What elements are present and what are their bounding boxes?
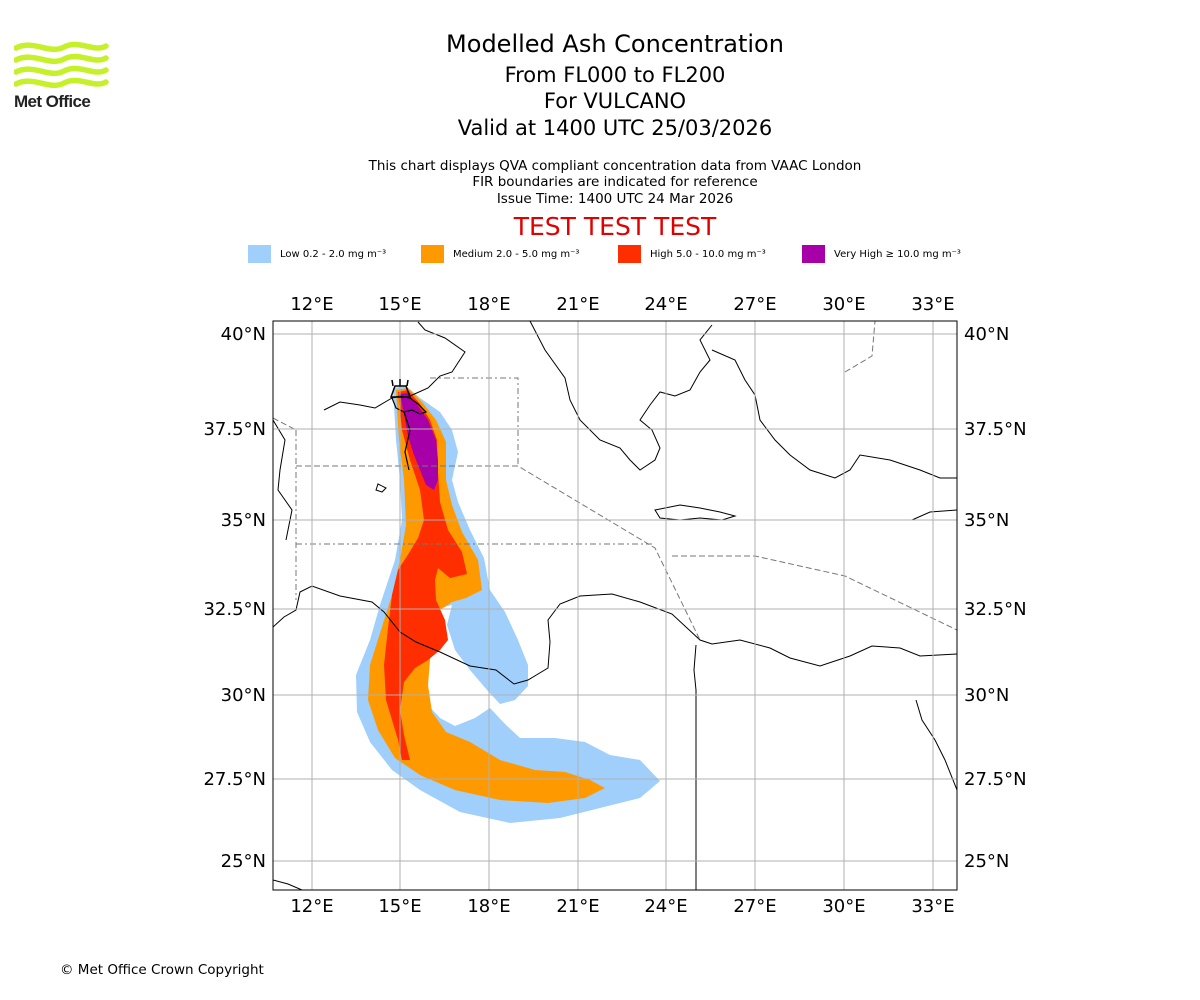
legend-item-medium: Medium 2.0 - 5.0 mg m⁻³ <box>421 244 579 264</box>
lon-ticks-top: 12°E 15°E 18°E 21°E 24°E 27°E 30°E 33°E <box>290 294 954 315</box>
lon-tick-top: 30°E <box>822 294 865 315</box>
lat-tick-left: 32.5°N <box>203 599 266 620</box>
chart-title: Modelled Ash Concentration <box>446 30 784 58</box>
lat-tick-right: 35°N <box>964 510 1009 531</box>
fir-boundaries <box>273 321 957 641</box>
lon-tick-top: 21°E <box>556 294 599 315</box>
lat-tick-right: 37.5°N <box>964 419 1027 440</box>
lon-tick-top: 18°E <box>467 294 510 315</box>
lon-tick-top: 15°E <box>378 294 421 315</box>
lon-tick-top: 24°E <box>644 294 687 315</box>
lat-tick-left: 40°N <box>221 324 266 345</box>
lat-ticks-left: 40°N 37.5°N 35°N 32.5°N 30°N 27.5°N 25°N <box>203 324 266 872</box>
lat-tick-right: 32.5°N <box>964 599 1027 620</box>
lat-ticks-right: 40°N 37.5°N 35°N 32.5°N 30°N 27.5°N 25°N <box>964 324 1027 872</box>
lon-tick-bottom: 21°E <box>556 896 599 917</box>
lon-tick-top: 33°E <box>911 294 954 315</box>
lon-tick-bottom: 15°E <box>378 896 421 917</box>
legend-swatch-very-high <box>802 245 825 263</box>
legend-item-high: High 5.0 - 10.0 mg m⁻³ <box>618 244 766 264</box>
lon-tick-top: 12°E <box>290 294 333 315</box>
issue-time: Issue Time: 1400 UTC 24 Mar 2026 <box>496 191 734 207</box>
lon-ticks-bottom: 12°E 15°E 18°E 21°E 24°E 27°E 30°E 33°E <box>290 896 954 917</box>
volcano-marker-icon <box>389 379 412 398</box>
lat-tick-left: 35°N <box>221 510 266 531</box>
lon-tick-bottom: 12°E <box>290 896 333 917</box>
legend-label-very-high: Very High ≥ 10.0 mg m⁻³ <box>834 248 961 260</box>
met-office-logo <box>14 41 109 89</box>
map-frame <box>272 320 958 891</box>
lon-tick-bottom: 30°E <box>822 896 865 917</box>
lon-tick-bottom: 27°E <box>733 896 776 917</box>
lon-tick-bottom: 33°E <box>911 896 954 917</box>
lat-tick-left: 37.5°N <box>203 419 266 440</box>
ash-plume <box>356 386 660 823</box>
legend-label-low: Low 0.2 - 2.0 mg m⁻³ <box>280 248 387 260</box>
lat-tick-left: 25°N <box>221 851 266 872</box>
ash-zone-high <box>384 390 467 760</box>
lon-tick-top: 27°E <box>733 294 776 315</box>
ash-zone-very-high <box>400 393 438 490</box>
coastlines <box>273 321 957 890</box>
test-banner: TEST TEST TEST <box>513 212 717 241</box>
fir-note: FIR boundaries are indicated for referen… <box>472 174 758 190</box>
legend-swatch-low <box>248 245 271 263</box>
logo-wordmark: Met Office <box>14 92 91 111</box>
lat-tick-left: 27.5°N <box>203 769 266 790</box>
copyright: © Met Office Crown Copyright <box>60 962 264 978</box>
legend-item-low: Low 0.2 - 2.0 mg m⁻³ <box>248 244 386 264</box>
legend-swatch-high <box>618 245 641 263</box>
legend-swatch-medium <box>421 245 444 263</box>
valid-time: Valid at 1400 UTC 25/03/2026 <box>457 116 773 140</box>
legend-label-medium: Medium 2.0 - 5.0 mg m⁻³ <box>453 248 580 260</box>
lat-tick-right: 25°N <box>964 851 1009 872</box>
lat-tick-right: 30°N <box>964 685 1009 706</box>
legend-item-very-high: Very High ≥ 10.0 mg m⁻³ <box>802 244 961 264</box>
lat-tick-left: 30°N <box>221 685 266 706</box>
lat-tick-right: 40°N <box>964 324 1009 345</box>
qva-note: This chart displays QVA compliant concen… <box>368 158 862 174</box>
graticule <box>273 321 957 890</box>
flight-level-range: From FL000 to FL200 <box>504 63 726 87</box>
lon-tick-bottom: 18°E <box>467 896 510 917</box>
lon-tick-bottom: 24°E <box>644 896 687 917</box>
volcano-name: For VULCANO <box>543 89 687 113</box>
legend-label-high: High 5.0 - 10.0 mg m⁻³ <box>650 248 766 260</box>
lat-tick-right: 27.5°N <box>964 769 1027 790</box>
